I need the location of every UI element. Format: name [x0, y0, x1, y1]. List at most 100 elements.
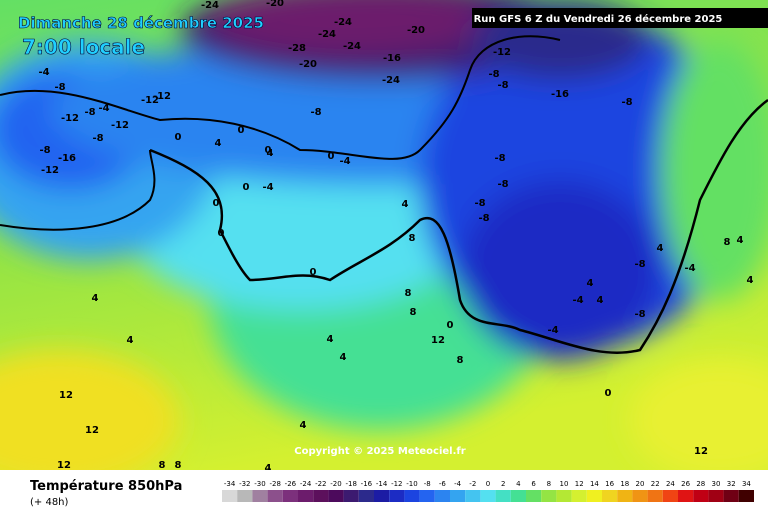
scale-swatch	[404, 490, 420, 502]
run-info: Run GFS 6 Z du Vendredi 26 décembre 2025	[474, 13, 723, 25]
contour-label: 12	[59, 390, 73, 401]
scale-swatch	[617, 490, 633, 502]
scale-swatch	[541, 490, 557, 502]
scale-swatch	[465, 490, 481, 502]
contour-label: -8	[54, 82, 65, 93]
scale-swatch	[586, 490, 602, 502]
contour-label: 0	[447, 320, 454, 331]
scale-label: -18	[345, 480, 356, 488]
scale-label: -34	[224, 480, 236, 488]
run-box	[472, 8, 768, 28]
time: 7:00 locale	[22, 35, 145, 59]
contour-label: -4	[262, 182, 273, 193]
contour-label: 4	[597, 295, 604, 306]
contour-label: 4	[215, 138, 222, 149]
contour-label: -8	[497, 179, 508, 190]
scale-label: 24	[666, 480, 675, 488]
contour-label: -24	[343, 41, 361, 52]
contour-label: -12	[61, 113, 79, 124]
contour-label: 0	[328, 151, 335, 162]
contour-label: 12	[431, 335, 445, 346]
contour-label: 0	[213, 198, 220, 209]
scale-label: 26	[681, 480, 690, 488]
contour-label: -8	[621, 97, 632, 108]
contour-label: -4	[547, 325, 558, 336]
scale-swatch	[602, 490, 618, 502]
scale-label: 4	[516, 480, 521, 488]
scale-swatch	[526, 490, 542, 502]
scale-label: -26	[285, 480, 297, 488]
scale-swatch	[693, 490, 709, 502]
contour-label: 4	[737, 235, 744, 246]
contour-label: -20	[266, 0, 284, 9]
scale-swatch	[738, 490, 754, 502]
scale-label: -8	[424, 480, 431, 488]
contour-label: 4	[327, 334, 334, 345]
scale-swatch	[222, 490, 238, 502]
scale-label: 0	[486, 480, 490, 488]
contour-label: -8	[92, 133, 103, 144]
scale-label: 18	[620, 480, 629, 488]
contour-label: 12	[694, 446, 708, 457]
scale-swatch	[237, 490, 253, 502]
contour-label: 8	[410, 307, 417, 318]
contour-label: 8	[175, 460, 182, 471]
scale-label: 14	[590, 480, 599, 488]
scale-label: 32	[727, 480, 736, 488]
scale-label: -2	[469, 480, 476, 488]
contour-label: 4	[657, 243, 664, 254]
contour-label: -24	[318, 29, 336, 40]
contour-label: -8	[497, 80, 508, 91]
contour-label: -4	[684, 263, 695, 274]
scale-label: -4	[454, 480, 462, 488]
scale-label: 30	[712, 480, 721, 488]
contour-label: -12	[153, 91, 171, 102]
scale-label: -28	[269, 480, 280, 488]
contour-label: 12	[85, 425, 99, 436]
contour-label: -24	[334, 17, 352, 28]
scale-label: -20	[330, 480, 341, 488]
scale-label: 2	[501, 480, 505, 488]
scale-swatch	[632, 490, 648, 502]
scale-label: -24	[300, 480, 312, 488]
scale-swatch	[313, 490, 329, 502]
scale-swatch	[510, 490, 526, 502]
contour-label: -16	[383, 53, 401, 64]
scale-label: -22	[315, 480, 326, 488]
contour-label: 4	[265, 463, 272, 474]
contour-label: 0	[310, 267, 317, 278]
contour-label: -24	[382, 75, 400, 86]
contour-label: 4	[92, 293, 99, 304]
contour-label: -28	[288, 43, 306, 54]
scale-label: 20	[636, 480, 645, 488]
contour-label: -12	[41, 165, 59, 176]
scale-swatch	[298, 490, 314, 502]
scale-swatch	[678, 490, 694, 502]
scale-label: 6	[531, 480, 536, 488]
scale-label: 12	[575, 480, 584, 488]
scale-label: 8	[547, 480, 551, 488]
contour-label: -8	[39, 145, 50, 156]
contour-label: -8	[488, 69, 499, 80]
color-scale: -34 -32 -30 -28 -26 -24 -22 -20 -18 -16 -14 -12 -10-…	[222, 480, 754, 502]
contour-label: -8	[494, 153, 505, 164]
contour-label: 4	[300, 420, 307, 431]
copyright: Copyright © 2025 Meteociel.fr	[294, 446, 465, 457]
contour-label: -4	[98, 103, 109, 114]
contour-label: 0	[605, 388, 612, 399]
contour-label: 8	[409, 233, 416, 244]
scale-swatch	[267, 490, 283, 502]
contour-label: -8	[310, 107, 321, 118]
scale-swatch	[434, 490, 450, 502]
contour-label: 0	[265, 145, 272, 156]
scale-swatch	[450, 490, 466, 502]
scale-swatch	[708, 490, 724, 502]
contour-label: 8	[159, 460, 166, 471]
contour-label: -24	[201, 0, 219, 11]
scale-swatch	[495, 490, 511, 502]
scale-label: 34	[742, 480, 751, 488]
date: Dimanche 28 décembre 2025	[18, 14, 264, 32]
scale-label: -14	[376, 480, 388, 488]
contour-label: -12	[493, 47, 511, 58]
